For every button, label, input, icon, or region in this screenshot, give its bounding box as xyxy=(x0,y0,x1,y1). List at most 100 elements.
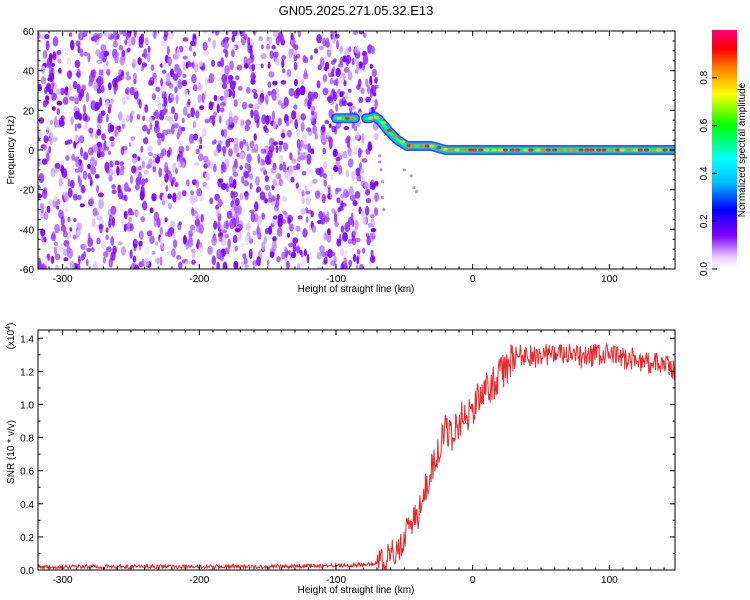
noise-speckle xyxy=(229,80,236,91)
noise-speckle xyxy=(46,117,50,125)
noise-speckle xyxy=(80,146,83,157)
noise-speckle xyxy=(146,230,153,237)
noise-speckle xyxy=(293,79,298,86)
noise-speckle xyxy=(80,88,85,98)
noise-speckle xyxy=(59,242,63,252)
noise-speckle-region xyxy=(38,31,380,269)
noise-speckle xyxy=(356,84,361,90)
noise-speckle xyxy=(224,247,230,254)
noise-speckle xyxy=(246,153,252,163)
noise-speckle xyxy=(321,124,326,133)
noise-speckle xyxy=(153,125,160,134)
noise-speckle xyxy=(142,124,148,132)
noise-speckle xyxy=(49,83,54,92)
noise-speckle xyxy=(170,94,175,99)
noise-speckle xyxy=(256,216,262,226)
noise-speckle xyxy=(190,40,196,47)
noise-speckle xyxy=(286,233,290,238)
noise-speckle xyxy=(208,101,214,111)
noise-speckle xyxy=(320,217,326,225)
noise-speckle xyxy=(358,162,362,171)
noise-speckle xyxy=(365,96,372,103)
noise-speckle xyxy=(130,211,135,216)
noise-speckle xyxy=(325,41,331,48)
snr-line xyxy=(38,343,675,570)
noise-speckle xyxy=(201,92,205,103)
noise-speckle xyxy=(134,183,140,191)
noise-speckle xyxy=(320,132,326,142)
noise-speckle xyxy=(362,54,369,65)
noise-speckle xyxy=(347,102,353,107)
ridge-peak xyxy=(418,144,424,148)
noise-speckle xyxy=(354,191,361,199)
noise-speckle xyxy=(167,264,172,269)
noise-speckle xyxy=(217,61,222,67)
noise-speckle xyxy=(165,73,171,83)
noise-speckle xyxy=(124,181,128,192)
noise-speckle xyxy=(198,60,203,67)
noise-speckle xyxy=(353,125,358,132)
noise-speckle xyxy=(149,76,155,85)
noise-speckle xyxy=(244,264,249,269)
noise-speckle xyxy=(297,114,301,124)
noise-speckle xyxy=(297,152,303,157)
noise-speckle xyxy=(56,205,60,210)
noise-speckle xyxy=(244,235,250,246)
noise-speckle xyxy=(98,192,104,198)
x-tick-label: -200 xyxy=(189,274,209,285)
noise-speckle xyxy=(157,105,164,111)
noise-speckle xyxy=(286,120,290,127)
noise-speckle xyxy=(239,118,244,129)
noise-speckle xyxy=(253,133,257,141)
noise-speckle xyxy=(178,221,182,226)
noise-speckle xyxy=(271,45,276,50)
noise-speckle xyxy=(141,62,148,68)
noise-speckle xyxy=(43,135,49,144)
noise-speckle xyxy=(225,119,232,126)
noise-speckle xyxy=(78,178,83,188)
noise-speckle xyxy=(271,219,278,226)
noise-speckle xyxy=(122,96,126,106)
noise-speckle xyxy=(129,86,135,96)
noise-speckle xyxy=(293,61,298,71)
noise-speckle xyxy=(302,132,308,144)
noise-speckle xyxy=(228,176,234,186)
noise-speckle xyxy=(138,99,142,109)
noise-speckle xyxy=(118,74,123,81)
ridge-peak xyxy=(491,148,497,152)
noise-speckle xyxy=(175,168,178,175)
noise-speckle xyxy=(115,125,121,130)
noise-speckle xyxy=(220,102,226,107)
colorbar-tick-label: 0.4 xyxy=(699,166,710,180)
noise-speckle xyxy=(233,115,239,122)
ridge-peak xyxy=(374,115,380,119)
noise-speckle xyxy=(222,82,228,90)
noise-speckle xyxy=(203,31,208,35)
noise-speckle xyxy=(243,63,249,69)
y-tick-label: -40 xyxy=(20,225,35,236)
noise-speckle xyxy=(304,185,308,191)
noise-speckle xyxy=(358,96,364,103)
noise-speckle xyxy=(181,117,185,124)
noise-speckle xyxy=(108,168,113,177)
noise-speckle xyxy=(199,136,203,145)
noise-speckle xyxy=(56,49,62,56)
noise-speckle xyxy=(73,140,77,149)
noise-speckle xyxy=(187,98,191,106)
ridge-peak xyxy=(552,148,558,152)
figure-title: GN05.2025.271.05.32.E13 xyxy=(279,3,434,18)
noise-speckle xyxy=(282,142,289,152)
noise-speckle xyxy=(62,248,68,256)
ridge-peak xyxy=(386,128,393,132)
noise-speckle xyxy=(135,176,142,186)
noise-speckle xyxy=(162,129,169,136)
noise-speckle xyxy=(178,261,183,269)
noise-speckle xyxy=(94,101,100,111)
noise-speckle xyxy=(266,259,270,266)
noise-speckle xyxy=(362,32,367,38)
noise-speckle xyxy=(48,52,53,63)
noise-speckle xyxy=(105,60,109,67)
noise-speckle xyxy=(192,195,198,203)
noise-speckle xyxy=(90,166,97,175)
noise-speckle xyxy=(223,89,230,98)
